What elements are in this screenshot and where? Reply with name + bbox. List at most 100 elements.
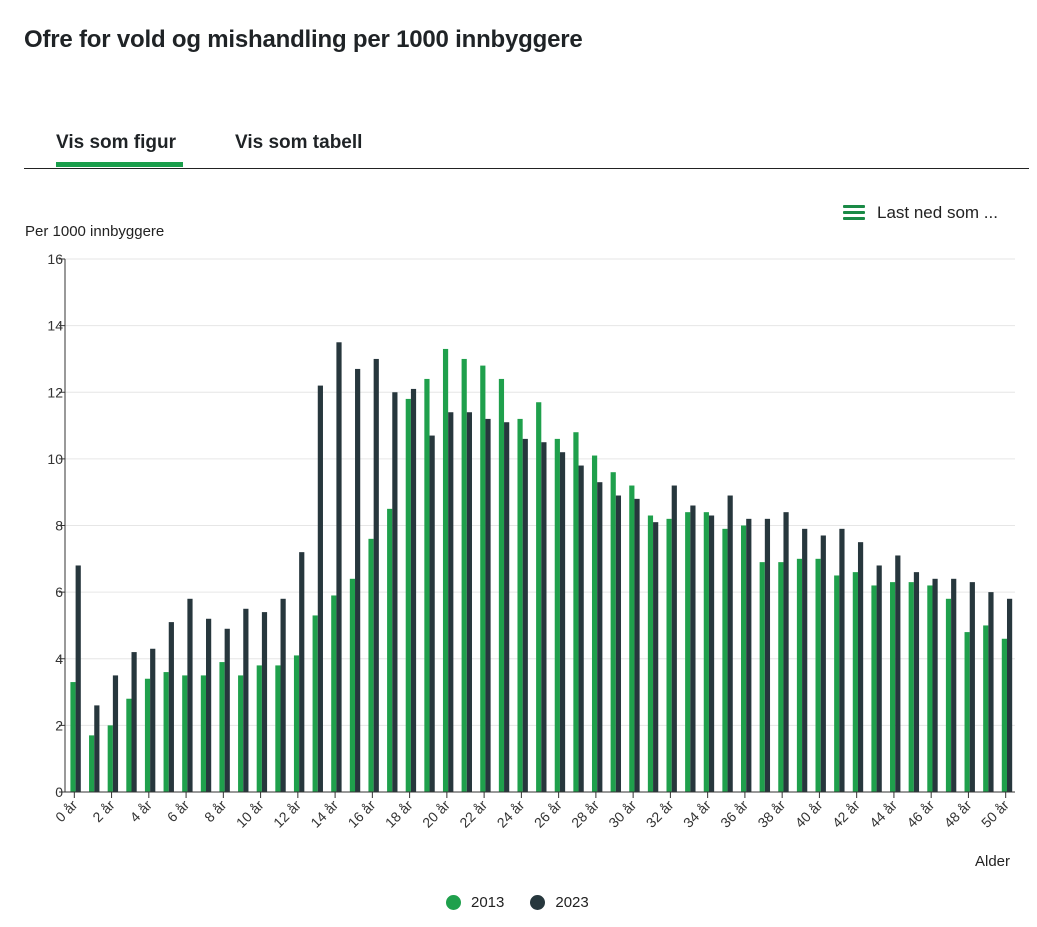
bar-2013-40[interactable]: [815, 558, 821, 792]
bar-2013-20[interactable]: [442, 348, 449, 792]
bar-2013-18[interactable]: [405, 398, 411, 792]
bar-2023-23[interactable]: [504, 422, 510, 792]
bar-2013-6[interactable]: [182, 675, 188, 792]
bar-2023-30[interactable]: [634, 498, 640, 792]
bar-2023-42[interactable]: [857, 542, 864, 792]
bar-2023-14[interactable]: [336, 342, 342, 792]
bar-2013-37[interactable]: [759, 562, 765, 792]
bar-2023-19[interactable]: [429, 435, 435, 792]
bar-2013-34[interactable]: [703, 512, 709, 792]
bar-2023-7[interactable]: [206, 618, 212, 792]
bar-2013-27[interactable]: [573, 432, 579, 792]
bar-2013-43[interactable]: [871, 585, 877, 792]
bar-2013-48[interactable]: [964, 632, 970, 792]
bar-2013-38[interactable]: [778, 562, 784, 792]
bar-2023-9[interactable]: [243, 608, 249, 792]
bar-2023-38[interactable]: [783, 512, 789, 792]
bar-2023-36[interactable]: [746, 518, 752, 792]
bar-2013-12[interactable]: [293, 655, 300, 792]
bar-2023-5[interactable]: [168, 622, 174, 792]
bar-2023-47[interactable]: [951, 578, 957, 792]
bar-2013-19[interactable]: [424, 378, 430, 792]
bar-2023-50[interactable]: [1006, 598, 1013, 792]
bar-2023-27[interactable]: [578, 465, 584, 792]
bar-2013-36[interactable]: [741, 525, 747, 793]
bar-2023-48[interactable]: [969, 582, 975, 792]
bar-2013-39[interactable]: [796, 558, 803, 792]
bar-2013-49[interactable]: [983, 625, 989, 792]
bar-2013-9[interactable]: [238, 675, 244, 792]
bar-2013-25[interactable]: [536, 402, 542, 792]
bar-2023-43[interactable]: [876, 565, 882, 792]
bar-2013-30[interactable]: [629, 485, 635, 792]
bar-2023-8[interactable]: [224, 628, 230, 792]
bar-2023-39[interactable]: [802, 528, 808, 792]
bar-2013-23[interactable]: [498, 378, 505, 792]
bar-2013-50[interactable]: [1001, 638, 1007, 792]
bar-2023-3[interactable]: [131, 652, 137, 792]
bar-2023-4[interactable]: [150, 648, 156, 792]
bar-2023-33[interactable]: [690, 505, 696, 792]
bar-2013-10[interactable]: [256, 665, 262, 792]
bar-2013-47[interactable]: [945, 598, 952, 792]
bar-2023-1[interactable]: [94, 705, 100, 792]
bar-2023-15[interactable]: [355, 368, 361, 792]
bar-2013-3[interactable]: [126, 698, 132, 792]
bar-2023-17[interactable]: [392, 392, 398, 792]
bar-2023-20[interactable]: [448, 412, 454, 792]
bar-2023-28[interactable]: [597, 482, 603, 792]
bar-2013-46[interactable]: [927, 585, 933, 792]
bar-2013-32[interactable]: [666, 518, 672, 792]
bar-2013-42[interactable]: [852, 572, 858, 792]
bar-2023-34[interactable]: [708, 515, 715, 792]
bar-2013-5[interactable]: [163, 672, 169, 792]
bar-2023-18[interactable]: [410, 388, 417, 792]
bar-2013-41[interactable]: [834, 575, 840, 792]
bar-2013-29[interactable]: [610, 472, 616, 792]
bar-2023-11[interactable]: [280, 598, 286, 792]
bar-2023-45[interactable]: [913, 572, 920, 792]
bar-2013-21[interactable]: [461, 358, 467, 792]
bar-2013-7[interactable]: [200, 675, 207, 792]
bar-2013-14[interactable]: [331, 595, 337, 792]
bar-2023-22[interactable]: [485, 418, 491, 792]
bar-2023-12[interactable]: [299, 552, 305, 792]
bar-2023-31[interactable]: [653, 522, 659, 792]
bar-2013-11[interactable]: [275, 665, 281, 792]
bar-2023-16[interactable]: [373, 358, 379, 792]
bar-2023-44[interactable]: [895, 555, 901, 792]
bar-2023-32[interactable]: [671, 485, 677, 792]
tab-figure[interactable]: Vis som figur: [56, 132, 177, 153]
bar-2013-2[interactable]: [107, 725, 113, 793]
legend-item-2013[interactable]: 2013: [446, 894, 504, 911]
bar-2013-4[interactable]: [144, 678, 151, 792]
bar-2023-37[interactable]: [764, 518, 771, 792]
bar-2023-10[interactable]: [261, 612, 268, 792]
bar-2023-26[interactable]: [559, 452, 566, 792]
legend-item-2023[interactable]: 2023: [530, 894, 589, 911]
bar-2013-35[interactable]: [722, 528, 728, 792]
bar-2023-6[interactable]: [187, 598, 193, 792]
bar-2013-0[interactable]: [70, 682, 76, 792]
bar-2013-8[interactable]: [219, 662, 225, 792]
bar-2023-21[interactable]: [466, 412, 472, 792]
bar-2023-35[interactable]: [727, 495, 733, 792]
bar-2013-45[interactable]: [908, 582, 914, 792]
bar-2023-49[interactable]: [988, 592, 994, 793]
bar-2013-13[interactable]: [312, 615, 318, 792]
bar-2023-25[interactable]: [541, 442, 547, 792]
bar-2023-13[interactable]: [317, 385, 323, 792]
bar-2023-0[interactable]: [75, 565, 81, 792]
bar-2013-22[interactable]: [480, 365, 486, 792]
bar-2013-44[interactable]: [890, 582, 896, 792]
bar-2023-41[interactable]: [839, 528, 845, 792]
bar-2013-33[interactable]: [685, 512, 691, 792]
bar-2023-46[interactable]: [932, 578, 938, 792]
bar-2013-1[interactable]: [89, 735, 95, 792]
download-button[interactable]: Last ned som ...: [843, 203, 998, 223]
bar-2023-2[interactable]: [112, 675, 119, 792]
bar-2023-29[interactable]: [615, 495, 622, 792]
tab-table[interactable]: Vis som tabell: [235, 132, 363, 153]
bar-2013-15[interactable]: [349, 578, 356, 792]
bar-2013-26[interactable]: [554, 438, 560, 792]
